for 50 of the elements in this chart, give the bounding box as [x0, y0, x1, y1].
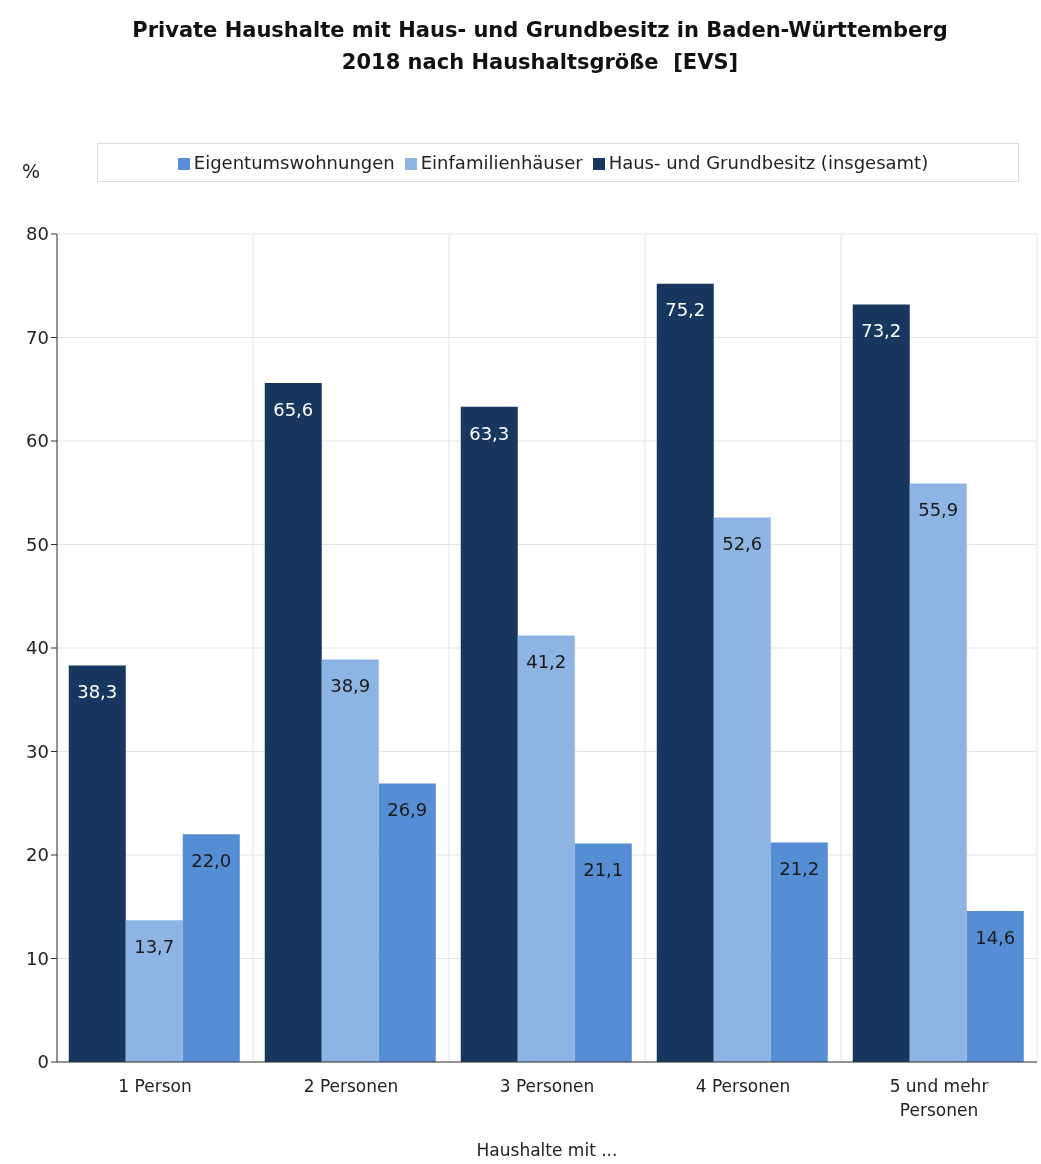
- bar: [264, 383, 322, 1062]
- bar: [182, 834, 240, 1062]
- x-tick-label: 3 Personen: [499, 1076, 595, 1096]
- data-label: 22,0: [191, 850, 232, 872]
- y-tick-label: 80: [26, 223, 49, 245]
- chart-title: Private Haushalte mit Haus- und Grundbesitz in Baden-Württemberg 2018 nach Haushaltsgröße [EVS]: [131, 17, 949, 76]
- y-tick-label: 10: [26, 947, 49, 969]
- bar: [713, 517, 771, 1062]
- x-tick-label: 5 und mehr Personen: [889, 1076, 989, 1120]
- data-label: 52,6: [722, 533, 763, 555]
- x-tick-label: 1 Person: [118, 1076, 192, 1096]
- data-label: 63,3: [469, 422, 510, 444]
- legend-label: Einfamilienhäuser: [420, 152, 583, 173]
- x-tick-label: 4 Personen: [695, 1076, 791, 1096]
- bar: [852, 304, 910, 1062]
- bar: [378, 783, 436, 1062]
- legend-label: Haus- und Grundbesitz (insgesamt): [608, 152, 929, 173]
- y-tick-label: 30: [26, 740, 49, 762]
- bar: [574, 843, 632, 1062]
- data-label: 41,2: [526, 651, 567, 673]
- data-label: 14,6: [975, 926, 1016, 948]
- y-axis-title: %: [22, 160, 41, 182]
- x-tick-label: 2 Personen: [303, 1076, 399, 1096]
- data-label: 75,2: [665, 299, 706, 321]
- bar: [68, 665, 126, 1062]
- bar: [656, 283, 714, 1062]
- data-label: 38,9: [330, 675, 371, 697]
- bar: [966, 910, 1024, 1062]
- data-label: 73,2: [861, 320, 902, 342]
- bar: [909, 483, 967, 1062]
- y-tick-label: 20: [26, 844, 49, 866]
- data-label: 21,1: [583, 859, 624, 881]
- data-label: 65,6: [273, 398, 314, 420]
- y-tick-label: 70: [26, 326, 49, 348]
- y-tick-label: 40: [26, 637, 49, 659]
- data-label: 26,9: [387, 799, 428, 821]
- y-tick-label: 50: [26, 533, 49, 555]
- legend-label: Eigentumswohnungen: [193, 152, 395, 173]
- bar: [125, 920, 183, 1062]
- y-tick-label: 60: [26, 430, 49, 452]
- bar: [517, 635, 575, 1062]
- bar: [321, 659, 379, 1062]
- data-label: 13,7: [134, 935, 175, 957]
- y-tick-label: 0: [37, 1051, 49, 1073]
- x-axis-title: Haushalte mit ...: [476, 1140, 618, 1160]
- bar: [460, 406, 518, 1062]
- bar: [770, 842, 828, 1062]
- data-label: 55,9: [918, 499, 959, 521]
- data-label: 38,3: [77, 681, 118, 703]
- data-label: 21,2: [779, 858, 820, 880]
